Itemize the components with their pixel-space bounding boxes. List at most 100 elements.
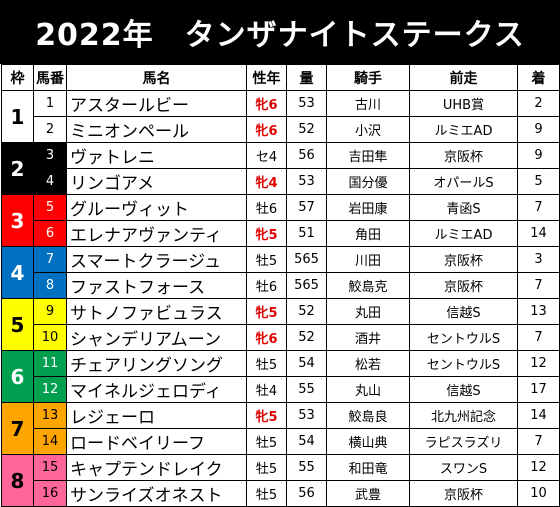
jockey-cell: 吉田隼: [326, 142, 410, 169]
umaban-cell: 13: [33, 402, 67, 429]
finish-cell: 14: [517, 220, 560, 247]
table-row: 2 3 ヴァトレニ セ4 56 吉田隼 京阪杯 9: [1, 142, 560, 195]
table-row: 4 リンゴアメ 牝4 53 国分優 オパールS 5: [2, 168, 560, 195]
weight-cell: 54: [286, 350, 327, 377]
sex-age: 牡6: [246, 272, 287, 299]
sex-age: 牝5: [246, 298, 287, 325]
horse-name: サトノファビュラス: [66, 298, 247, 325]
prev-race-cell: 信越S: [409, 298, 518, 325]
waku-cell: 6: [1, 350, 34, 403]
table-row: 8 ファストフォース 牡6 565 鮫島克 京阪杯 7: [2, 272, 560, 299]
table-row: 2 ミニオンペール 牝6 52 小沢 ルミエAD 9: [2, 116, 560, 143]
sex-age: 牡5: [246, 246, 287, 273]
jockey-cell: 武豊: [326, 480, 410, 507]
jockey-cell: 鮫島克: [326, 272, 410, 299]
sex-age: 牝6: [246, 324, 287, 351]
prev-race-cell: ルミエAD: [409, 116, 518, 143]
jockey-cell: 国分優: [326, 168, 410, 195]
table-row: 5 9 サトノファビュラス 牝5 52 丸田 信越S 13: [1, 298, 560, 351]
header-name: 馬名: [66, 64, 247, 91]
sex-age: 牡5: [246, 454, 287, 481]
jockey-cell: 岩田康: [326, 194, 410, 221]
umaban-cell: 14: [33, 428, 67, 455]
table-row: 6 11 チェアリングソング 牡5 54 松若 セントウルS 12: [1, 350, 560, 403]
weight-cell: 53: [286, 168, 327, 195]
finish-cell: 9: [517, 142, 560, 169]
table-row: 14 ロードベイリーフ 牡5 54 横山典 ラピスラズリ 7: [2, 428, 560, 455]
umaban-cell: 12: [33, 376, 67, 403]
jockey-cell: 小沢: [326, 116, 410, 143]
sex-age: 牡6: [246, 194, 287, 221]
prev-race-cell: 京阪杯: [409, 480, 518, 507]
horse-name: ヴァトレニ: [66, 142, 247, 169]
finish-cell: 10: [517, 480, 560, 507]
jockey-cell: 丸山: [326, 376, 410, 403]
horse-name: スマートクラージュ: [66, 246, 247, 273]
weight-cell: 56: [286, 142, 327, 169]
sex-age: 牡5: [246, 350, 287, 377]
horse-name: エレナアヴァンティ: [66, 220, 247, 247]
sex-age: 牝5: [246, 402, 287, 429]
waku-cell: 2: [1, 142, 34, 195]
table-row: 6 エレナアヴァンティ 牝5 51 角田 ルミエAD 14: [2, 220, 560, 247]
finish-cell: 7: [517, 324, 560, 351]
finish-cell: 7: [517, 428, 560, 455]
sex-age: 牡5: [246, 480, 287, 507]
weight-cell: 52: [286, 298, 327, 325]
sex-age: 牝6: [246, 116, 287, 143]
umaban-cell: 8: [33, 272, 67, 299]
horse-name: サンライズオネスト: [66, 480, 247, 507]
finish-cell: 7: [517, 272, 560, 299]
waku-cell: 4: [1, 246, 34, 299]
jockey-cell: 古川: [326, 90, 410, 117]
prev-race-cell: 京阪杯: [409, 142, 518, 169]
umaban-cell: 9: [33, 298, 67, 325]
horse-name: ミニオンペール: [66, 116, 247, 143]
finish-cell: 14: [517, 402, 560, 429]
prev-race-cell: 信越S: [409, 376, 518, 403]
weight-cell: 565: [286, 246, 327, 273]
entry-table: 枠 馬番 馬名 性年 量 騎手 前走 着 1 1 アスタールビー 牝6 53 古川 UHB賞…: [1, 64, 560, 507]
prev-race-cell: セントウルS: [409, 350, 518, 377]
table-row: 3 5 グルーヴィット 牡6 57 岩田康 青函S 7: [1, 194, 560, 247]
sex-age: 牝6: [246, 90, 287, 117]
jockey-cell: 丸田: [326, 298, 410, 325]
finish-cell: 2: [517, 90, 560, 117]
horse-name: シャンデリアムーン: [66, 324, 247, 351]
waku-cell: 8: [1, 454, 34, 507]
weight-cell: 52: [286, 324, 327, 351]
umaban-cell: 3: [33, 142, 67, 169]
prev-race-cell: 青函S: [409, 194, 518, 221]
jockey-cell: 角田: [326, 220, 410, 247]
table-row: 7 13 レジェーロ 牝5 53 鮫島良 北九州記念 14: [1, 402, 560, 455]
sex-age: 牝5: [246, 220, 287, 247]
weight-cell: 53: [286, 90, 327, 117]
header-row: 枠 馬番 馬名 性年 量 騎手 前走 着: [1, 64, 560, 91]
prev-race-cell: スワンS: [409, 454, 518, 481]
finish-cell: 5: [517, 168, 560, 195]
table-row: 12 マイネルジェロディ 牡4 55 丸山 信越S 17: [2, 376, 560, 403]
prev-race-cell: ラピスラズリ: [409, 428, 518, 455]
header-sexage: 性年: [246, 64, 287, 91]
prev-race-cell: UHB賞: [409, 90, 518, 117]
prev-race-cell: オパールS: [409, 168, 518, 195]
table-row: 4 7 スマートクラージュ 牡5 565 川田 京阪杯 3: [1, 246, 560, 299]
prev-race-cell: 北九州記念: [409, 402, 518, 429]
umaban-cell: 6: [33, 220, 67, 247]
page-title: 2022年 タンザナイトステークス: [0, 0, 560, 64]
sex-age: セ4: [246, 142, 287, 169]
umaban-cell: 7: [33, 246, 67, 273]
sex-age: 牝4: [246, 168, 287, 195]
umaban-cell: 2: [33, 116, 67, 143]
prev-race-cell: ルミエAD: [409, 220, 518, 247]
horse-name: マイネルジェロディ: [66, 376, 247, 403]
header-waku: 枠: [1, 64, 34, 91]
finish-cell: 17: [517, 376, 560, 403]
finish-cell: 3: [517, 246, 560, 273]
jockey-cell: 酒井: [326, 324, 410, 351]
jockey-cell: 鮫島良: [326, 402, 410, 429]
finish-cell: 7: [517, 194, 560, 221]
finish-cell: 12: [517, 454, 560, 481]
weight-cell: 55: [286, 376, 327, 403]
